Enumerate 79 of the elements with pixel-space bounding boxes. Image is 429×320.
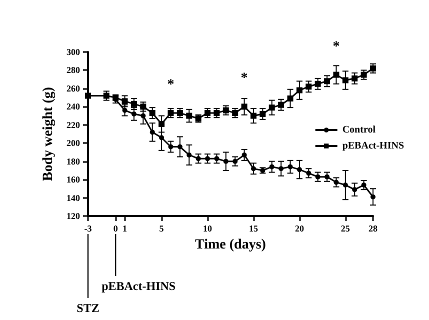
point: [223, 158, 228, 164]
point: [342, 182, 348, 188]
y-tick-label: 180: [66, 156, 80, 166]
point: [361, 182, 366, 188]
point: [334, 180, 339, 185]
point: [352, 187, 358, 192]
point: [315, 174, 320, 180]
x-axis-title: Time (days): [195, 237, 266, 252]
point: [296, 167, 302, 172]
x-tick-label: 1: [122, 224, 128, 234]
point: [85, 92, 91, 99]
point: [287, 95, 294, 102]
y-tick-label: 200: [66, 138, 80, 148]
point: [140, 113, 146, 118]
point: [186, 112, 192, 119]
legend-label: pEBAct-HINS: [342, 140, 404, 152]
x-tick-label: 25: [340, 224, 350, 234]
x-tick-label: 0: [113, 224, 118, 234]
point: [250, 112, 256, 119]
x-tick-label: 5: [159, 224, 164, 234]
point: [333, 72, 340, 78]
point: [370, 65, 376, 72]
x-tick-label: 28: [368, 224, 378, 234]
point: [278, 166, 284, 172]
point: [241, 104, 248, 110]
point: [269, 164, 274, 170]
point: [268, 104, 275, 111]
point: [222, 107, 229, 114]
point: [176, 110, 183, 116]
point: [150, 130, 155, 135]
point: [103, 92, 110, 99]
ref-line-label: STZ: [76, 301, 100, 315]
point: [260, 110, 266, 117]
point: [250, 166, 256, 172]
y-axis-title: Body weight (g): [41, 86, 56, 182]
x-tick-label: 15: [248, 224, 258, 234]
point: [324, 174, 330, 180]
point: [360, 72, 367, 78]
y-tick-label: 140: [66, 192, 80, 203]
point: [159, 135, 164, 140]
point: [214, 156, 220, 162]
point: [288, 164, 293, 170]
point: [296, 87, 302, 94]
annotation: *: [332, 39, 340, 54]
point: [232, 110, 238, 116]
point: [314, 80, 321, 87]
point: [168, 110, 174, 116]
point: [352, 75, 358, 82]
annotation: *: [240, 71, 248, 86]
point: [214, 110, 220, 116]
point: [205, 156, 210, 162]
x-tick-label: 10: [203, 224, 213, 234]
point: [149, 110, 156, 116]
ref-line-label: pEBAct-HINS: [102, 279, 176, 293]
y-tick-label: 120: [66, 211, 80, 221]
point: [232, 158, 238, 164]
point: [242, 152, 247, 158]
legend-label: Control: [342, 124, 376, 136]
x-tick-label: 20: [294, 224, 304, 234]
point: [177, 144, 182, 150]
y-tick-label: 240: [66, 102, 80, 112]
point: [306, 170, 312, 176]
point: [131, 111, 136, 116]
point: [278, 102, 284, 108]
y-tick-label: 280: [66, 65, 80, 76]
point: [324, 78, 330, 84]
point: [370, 194, 376, 200]
point: [196, 156, 201, 162]
y-tick-label: 260: [66, 83, 80, 94]
point: [204, 110, 211, 116]
point: [306, 84, 312, 90]
x-tick-label: -3: [84, 224, 92, 234]
annotation: *: [167, 78, 174, 93]
point: [186, 152, 192, 158]
y-tick-label: 300: [66, 47, 80, 57]
point: [168, 144, 174, 150]
y-tick-label: 160: [66, 174, 80, 185]
y-tick-label: 220: [66, 120, 80, 130]
point: [342, 77, 348, 84]
